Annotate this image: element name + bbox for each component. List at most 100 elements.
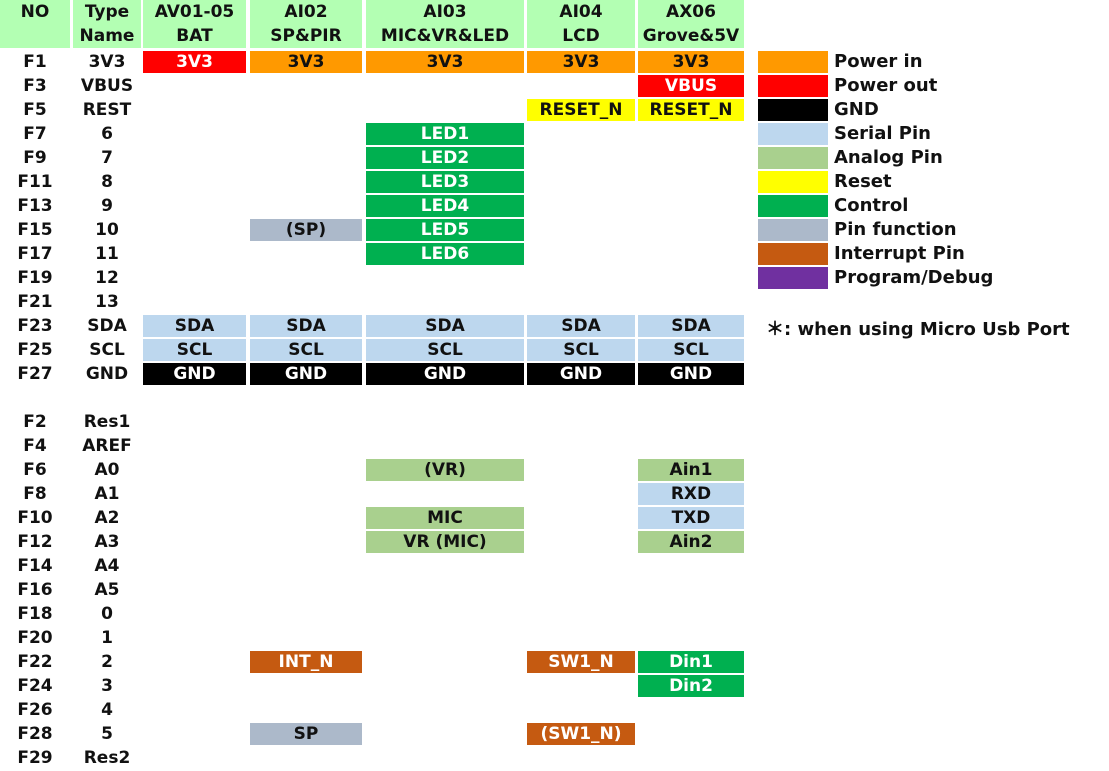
pin-type-name: A5 bbox=[94, 580, 120, 600]
pin-number: F14 bbox=[17, 556, 53, 576]
pin-number: F25 bbox=[17, 340, 53, 360]
pin-number: F15 bbox=[17, 220, 53, 240]
pin-number: F20 bbox=[17, 628, 53, 648]
pin-assignment: 3V3 bbox=[143, 51, 246, 73]
pin-type-name: 6 bbox=[101, 124, 113, 144]
legend-swatch bbox=[758, 147, 828, 169]
pin-assignment: LED5 bbox=[366, 219, 524, 241]
pin-assignment: SCL bbox=[143, 339, 246, 361]
legend-swatch bbox=[758, 123, 828, 145]
pin-number: F28 bbox=[17, 724, 53, 744]
pin-number: F29 bbox=[17, 748, 53, 768]
pin-type-name: SDA bbox=[87, 316, 127, 336]
pin-assignment: GND bbox=[143, 363, 246, 385]
pin-assignment: Ain2 bbox=[638, 531, 744, 553]
legend-swatch bbox=[758, 75, 828, 97]
pin-type-name: GND bbox=[85, 364, 129, 384]
pin-number: F7 bbox=[23, 124, 47, 144]
pin-assignment: GND bbox=[527, 363, 635, 385]
pin-assignment: GND bbox=[250, 363, 362, 385]
pin-type-name: 9 bbox=[101, 196, 113, 216]
pin-assignment: SP bbox=[250, 723, 362, 745]
pin-type-name: 13 bbox=[95, 292, 119, 312]
pin-assignment: Din1 bbox=[638, 651, 744, 673]
pin-number: F6 bbox=[23, 460, 47, 480]
pin-assignment: (SP) bbox=[250, 219, 362, 241]
column-header-line2: MIC&VR&LED bbox=[380, 26, 510, 46]
legend-label: Serial Pin bbox=[834, 123, 931, 144]
pin-type-name: 3 bbox=[101, 676, 113, 696]
pin-number: F1 bbox=[23, 52, 47, 72]
pin-assignment: Din2 bbox=[638, 675, 744, 697]
pin-type-name: 0 bbox=[101, 604, 113, 624]
pin-assignment: RESET_N bbox=[638, 99, 744, 121]
column-header-line1: NO bbox=[20, 2, 50, 22]
legend-label: Pin function bbox=[834, 219, 957, 240]
column-header-line2: LCD bbox=[562, 26, 600, 46]
legend-swatch bbox=[758, 219, 828, 241]
pin-type-name: 2 bbox=[101, 652, 113, 672]
legend-swatch bbox=[758, 171, 828, 193]
pin-type-name: A4 bbox=[94, 556, 120, 576]
pin-type-name: 1 bbox=[101, 628, 113, 648]
pin-type-name: A1 bbox=[94, 484, 120, 504]
pin-number: F4 bbox=[23, 436, 47, 456]
pin-type-name: SCL bbox=[89, 340, 125, 360]
pin-assignment: SDA bbox=[638, 315, 744, 337]
pin-type-name: 8 bbox=[101, 172, 113, 192]
pin-assignment: GND bbox=[638, 363, 744, 385]
pin-assignment: RESET_N bbox=[527, 99, 635, 121]
pin-assignment: SDA bbox=[250, 315, 362, 337]
column-header: NO bbox=[0, 0, 70, 48]
pin-number: F26 bbox=[17, 700, 53, 720]
pin-type-name: Res2 bbox=[83, 748, 131, 768]
column-header: AI04 LCD bbox=[527, 0, 635, 48]
pin-assignment: (VR) bbox=[366, 459, 524, 481]
pin-assignment: 3V3 bbox=[366, 51, 524, 73]
pin-type-name: 3V3 bbox=[88, 52, 126, 72]
pin-assignment: SCL bbox=[250, 339, 362, 361]
pin-type-name: AREF bbox=[82, 436, 132, 456]
pin-assignment: 3V3 bbox=[527, 51, 635, 73]
pin-type-name: A0 bbox=[94, 460, 120, 480]
legend-swatch bbox=[758, 243, 828, 265]
legend-label: Control bbox=[834, 195, 909, 216]
legend-swatch bbox=[758, 51, 828, 73]
pin-type-name: 4 bbox=[101, 700, 113, 720]
pin-type-name: REST bbox=[82, 100, 132, 120]
pin-type-name: A3 bbox=[94, 532, 120, 552]
pin-number: F22 bbox=[17, 652, 53, 672]
column-header-line1: AI02 bbox=[284, 2, 328, 22]
pin-assignment: SCL bbox=[527, 339, 635, 361]
column-header-line2: BAT bbox=[176, 26, 213, 46]
pin-assignment: TXD bbox=[638, 507, 744, 529]
pin-number: F10 bbox=[17, 508, 53, 528]
pin-type-name: A2 bbox=[94, 508, 120, 528]
column-header: AX06 Grove&5V bbox=[638, 0, 744, 48]
pin-assignment: 3V3 bbox=[250, 51, 362, 73]
pin-assignment: SDA bbox=[143, 315, 246, 337]
legend-swatch bbox=[758, 267, 828, 289]
pin-assignment: LED1 bbox=[366, 123, 524, 145]
column-header: Type Name bbox=[73, 0, 141, 48]
pin-assignment: SCL bbox=[638, 339, 744, 361]
pin-number: F12 bbox=[17, 532, 53, 552]
pin-assignment: LED2 bbox=[366, 147, 524, 169]
pin-assignment: SDA bbox=[527, 315, 635, 337]
pin-assignment: 3V3 bbox=[638, 51, 744, 73]
legend-label: Power out bbox=[834, 75, 938, 96]
pin-number: F2 bbox=[23, 412, 47, 432]
legend-label: Interrupt Pin bbox=[834, 243, 965, 264]
legend-label: Reset bbox=[834, 171, 892, 192]
pin-type-name: Res1 bbox=[83, 412, 131, 432]
pin-number: F9 bbox=[23, 148, 47, 168]
column-header-line2: SP&PIR bbox=[270, 26, 342, 46]
pin-number: F17 bbox=[17, 244, 53, 264]
pin-number: F19 bbox=[17, 268, 53, 288]
pin-number: F18 bbox=[17, 604, 53, 624]
column-header-line1: AI03 bbox=[423, 2, 467, 22]
pin-assignment: GND bbox=[366, 363, 524, 385]
column-header-line1: AV01-05 bbox=[154, 2, 235, 22]
pin-assignment: SW1_N bbox=[527, 651, 635, 673]
pin-number: F11 bbox=[17, 172, 53, 192]
